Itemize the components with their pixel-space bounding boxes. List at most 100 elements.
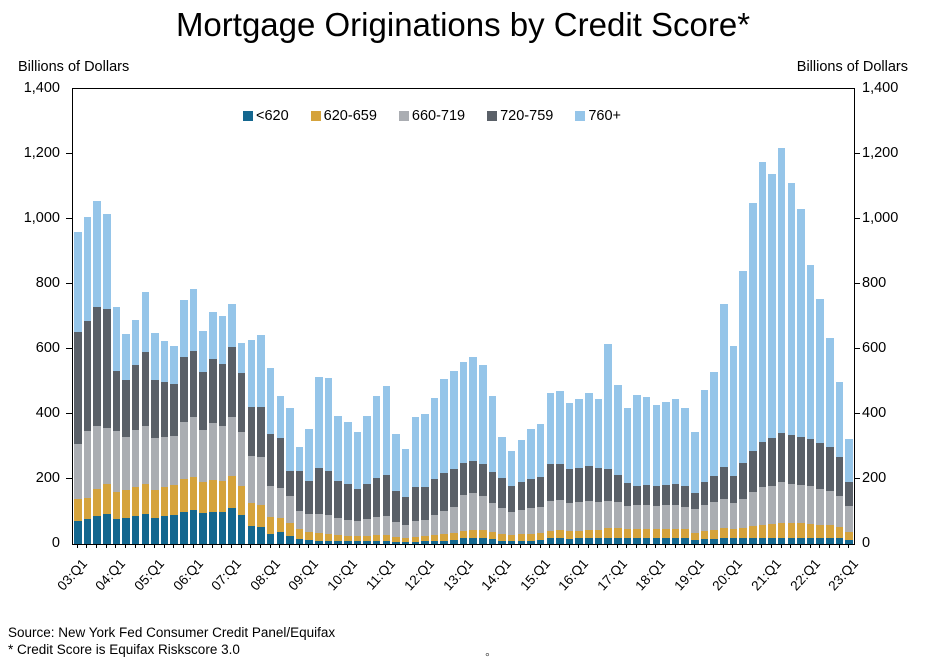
bar-segment-660-719 — [507, 512, 516, 535]
bar-segment-720-759 — [430, 479, 439, 516]
stacked-bar-20:Q4 — [758, 162, 767, 544]
bar-segment-620-659 — [633, 529, 641, 539]
bar-segment-660-719 — [700, 504, 709, 531]
stacked-bar-04:Q4 — [141, 292, 150, 544]
bar-segment-760+ — [691, 432, 699, 494]
y-axis-label-left: 1,200 — [23, 145, 60, 161]
bar-segment-760+ — [565, 402, 574, 469]
bar-segment-660-719 — [835, 496, 844, 528]
bar-segment-620-659 — [189, 477, 198, 510]
x-tick — [799, 544, 801, 548]
bar-segment-<620 — [507, 541, 516, 544]
bar-segment-620-659 — [228, 475, 236, 509]
x-tick — [443, 544, 445, 548]
bar-segment-<620 — [247, 526, 256, 544]
bar-segment-620-659 — [536, 533, 545, 541]
bar-segment-<620 — [565, 538, 574, 544]
stacked-bar-09:Q2 — [315, 376, 323, 544]
bar-segment-620-659 — [662, 529, 670, 539]
plot-area — [72, 88, 855, 545]
bar-segment-760+ — [806, 264, 815, 440]
bar-segment-760+ — [739, 271, 747, 464]
x-tick — [481, 544, 483, 548]
stacked-bar-13:Q2 — [469, 357, 477, 544]
x-tick — [607, 544, 609, 548]
stacked-bar-06:Q4 — [218, 315, 227, 544]
bar-segment-660-719 — [787, 483, 796, 523]
bar-segment-620-659 — [440, 533, 448, 541]
y-tick-right — [854, 152, 860, 154]
bar-segment-660-719 — [768, 485, 776, 524]
bar-segment-760+ — [748, 203, 757, 452]
stacked-bar-04:Q3 — [131, 319, 140, 544]
bar-segment-660-719 — [189, 417, 198, 478]
bar-segment-<620 — [170, 514, 178, 544]
bar-segment-660-719 — [257, 456, 265, 505]
bar-segment-720-759 — [594, 467, 603, 502]
bar-segment-<620 — [604, 538, 612, 544]
bar-segment-760+ — [74, 232, 82, 333]
stacked-bar-17:Q3 — [633, 395, 641, 544]
bar-segment-760+ — [642, 397, 651, 485]
bar-segment-760+ — [392, 434, 400, 492]
x-tick — [520, 544, 522, 548]
bar-segment-620-659 — [710, 529, 718, 539]
bar-segment-660-719 — [74, 443, 82, 499]
bar-segment-<620 — [218, 512, 227, 544]
bar-segment-720-759 — [344, 484, 352, 520]
bar-segment-660-719 — [565, 502, 574, 532]
bar-segment-<620 — [286, 535, 294, 544]
x-tick — [751, 544, 753, 548]
bar-segment-660-719 — [748, 492, 757, 527]
bar-segment-720-759 — [536, 477, 545, 507]
bar-segment-660-719 — [421, 519, 429, 536]
bar-segment-<620 — [488, 539, 497, 544]
x-tick — [337, 544, 339, 548]
y-tick-left — [66, 412, 72, 414]
bar-segment-660-719 — [392, 521, 400, 537]
stacked-bar-23:Q1 — [845, 438, 853, 544]
legend-label: 620-659 — [323, 108, 377, 124]
bar-segment-760+ — [488, 396, 497, 472]
bar-segment-<620 — [517, 541, 526, 544]
x-tick — [703, 544, 705, 548]
bar-segment-760+ — [353, 431, 362, 489]
bar-segment-<620 — [430, 541, 439, 544]
bar-segment-760+ — [507, 451, 516, 487]
bar-segment-760+ — [411, 417, 420, 487]
stacked-bar-13:Q1 — [459, 362, 468, 544]
stacked-bar-07:Q3 — [247, 340, 256, 544]
bar-segment-<620 — [93, 515, 101, 544]
bar-segment-620-659 — [594, 530, 603, 539]
bar-segment-720-759 — [411, 486, 420, 521]
stacked-bar-03:Q4 — [102, 214, 111, 544]
bar-segment-720-759 — [604, 468, 612, 501]
legend-swatch-icon — [575, 111, 586, 121]
bar-segment-660-719 — [681, 506, 690, 530]
bar-segment-660-719 — [141, 425, 150, 484]
bar-segment-720-759 — [652, 485, 661, 506]
bar-segment-720-759 — [768, 438, 776, 486]
bar-segment-<620 — [720, 538, 728, 544]
bar-segment-760+ — [671, 399, 680, 484]
x-tick — [144, 544, 146, 548]
x-tick — [549, 544, 551, 548]
y-tick-right — [854, 217, 860, 219]
x-tick — [693, 544, 695, 548]
bar-segment-660-719 — [401, 524, 410, 538]
bar-segment-620-659 — [479, 530, 487, 539]
bar-segment-620-659 — [382, 534, 391, 542]
x-tick — [433, 544, 435, 548]
bar-segment-660-719 — [614, 502, 622, 529]
bar-segment-760+ — [469, 357, 477, 461]
bar-segment-620-659 — [642, 529, 651, 539]
bar-segment-<620 — [459, 538, 468, 544]
x-tick — [279, 544, 281, 548]
bar-segment-760+ — [141, 292, 150, 353]
stacked-bar-11:Q2 — [392, 434, 400, 544]
bar-segment-660-719 — [450, 507, 458, 533]
bar-segment-660-719 — [372, 516, 381, 535]
y-axis-label-left: 200 — [35, 470, 60, 486]
bar-segment-760+ — [295, 447, 304, 471]
stacked-bar-10:Q1 — [344, 422, 352, 544]
